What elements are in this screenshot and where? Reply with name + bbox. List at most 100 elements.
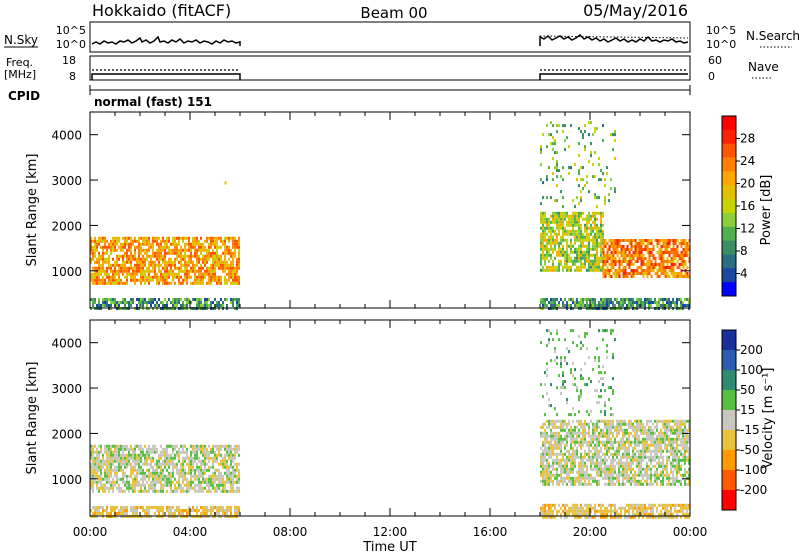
data-cell — [596, 467, 598, 471]
data-cell — [584, 479, 586, 483]
data-cell — [138, 453, 140, 457]
data-cell — [610, 446, 612, 450]
data-cell — [622, 479, 624, 483]
data-cell — [612, 443, 614, 447]
data-cell — [664, 506, 666, 510]
data-cell — [594, 256, 596, 260]
data-cell — [130, 298, 132, 301]
data-cell — [596, 458, 598, 462]
data-cell — [218, 471, 220, 475]
data-cell — [156, 465, 158, 469]
data-cell — [582, 298, 584, 301]
data-cell — [670, 419, 672, 423]
data-cell — [552, 422, 554, 426]
data-cell — [610, 266, 613, 269]
data-cell — [148, 278, 150, 282]
data-cell — [630, 515, 632, 519]
data-cell — [220, 254, 222, 258]
data-cell — [90, 260, 92, 264]
data-cell — [228, 266, 230, 270]
data-cell — [668, 503, 670, 507]
data-cell — [206, 266, 208, 270]
data-cell — [678, 266, 681, 269]
data-cell — [194, 239, 196, 243]
data-cell — [600, 238, 602, 242]
data-cell — [200, 251, 202, 255]
data-cell — [144, 462, 146, 466]
data-cell — [224, 251, 226, 255]
data-cell — [232, 486, 234, 490]
data-cell — [168, 260, 170, 264]
data-cell — [560, 235, 562, 239]
data-cell — [222, 266, 224, 270]
data-cell — [556, 443, 558, 447]
data-cell — [612, 133, 614, 137]
data-cell — [168, 477, 170, 481]
data-cell — [618, 515, 620, 519]
data-cell — [556, 130, 558, 134]
data-cell — [238, 301, 240, 304]
data-cell — [234, 489, 236, 493]
data-cell — [552, 449, 554, 453]
data-cell — [238, 468, 240, 472]
data-cell — [106, 453, 108, 457]
data-cell — [226, 489, 228, 493]
data-cell — [122, 512, 124, 515]
data-cell — [132, 477, 134, 481]
data-cell — [190, 269, 192, 273]
data-cell — [202, 459, 204, 463]
data-cell — [602, 301, 604, 304]
data-cell — [156, 278, 158, 282]
data-cell — [628, 512, 630, 516]
data-cell — [614, 187, 616, 191]
data-cell — [652, 515, 654, 519]
data-cell — [564, 422, 566, 426]
data-cell — [556, 431, 558, 435]
data-cell — [630, 419, 632, 423]
data-cell — [130, 462, 132, 466]
data-cell — [628, 440, 630, 444]
data-cell — [152, 474, 154, 478]
data-cell — [686, 304, 688, 307]
data-cell — [580, 241, 582, 245]
data-cell — [230, 263, 232, 267]
data-cell — [118, 301, 120, 304]
data-cell — [130, 275, 132, 279]
data-cell — [574, 425, 576, 429]
data-cell — [540, 217, 542, 221]
data-cell — [162, 474, 164, 478]
data-cell — [116, 459, 118, 463]
data-cell — [216, 239, 218, 243]
data-cell — [230, 281, 232, 285]
data-cell — [612, 254, 615, 257]
data-cell — [116, 248, 118, 252]
data-cell — [650, 425, 652, 429]
data-cell — [90, 474, 92, 478]
data-cell — [182, 459, 184, 463]
data-cell — [134, 272, 136, 276]
data-cell — [126, 486, 128, 490]
data-cell — [610, 509, 612, 513]
data-cell — [208, 278, 210, 282]
data-cell — [614, 257, 617, 260]
data-cell — [572, 199, 574, 203]
data-cell — [646, 470, 648, 474]
data-cell — [556, 220, 558, 224]
data-cell — [174, 477, 176, 481]
data-cell — [178, 447, 180, 451]
data-cell — [666, 431, 668, 435]
data-cell — [552, 220, 554, 224]
data-cell — [158, 506, 160, 509]
data-cell — [578, 229, 580, 233]
data-cell — [90, 468, 92, 472]
data-cell — [208, 298, 210, 301]
data-cell — [648, 428, 650, 432]
data-cell — [612, 422, 614, 426]
data-cell — [142, 304, 144, 307]
data-cell — [108, 453, 110, 457]
data-cell — [594, 244, 596, 248]
data-cell — [606, 419, 608, 423]
data-cell — [178, 459, 180, 463]
data-cell — [136, 459, 138, 463]
data-cell — [610, 440, 612, 444]
